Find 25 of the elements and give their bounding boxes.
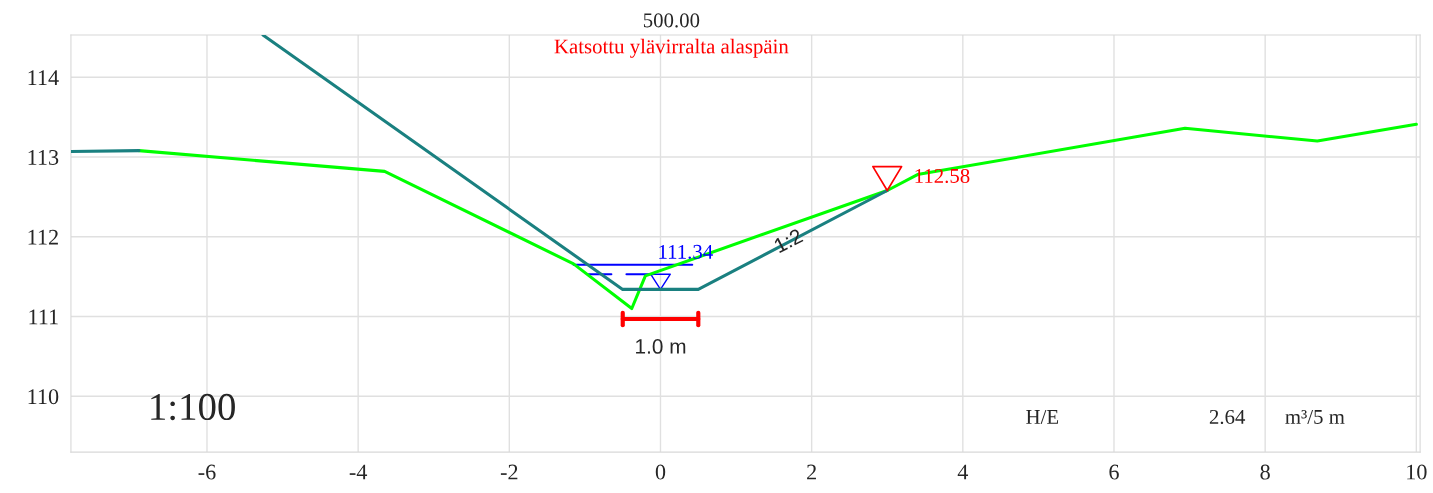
annotation: H/E (1026, 409, 1059, 424)
x-tick-label: 6 (1109, 464, 1119, 480)
y-tick-label: 110 (28, 389, 59, 405)
x-tick-label: -6 (198, 464, 216, 480)
chart-subtitle: Katsottu ylävirralta alaspäin (554, 38, 789, 58)
x-tick-label: 10 (1407, 464, 1427, 480)
y-tick-label: 111 (29, 309, 58, 325)
y-tick-label: 114 (28, 70, 59, 85)
annotation: 1:100 (151, 393, 235, 421)
line-series (137, 122, 1418, 311)
x-tick-label: -2 (500, 464, 518, 480)
x-tick-label: 0 (655, 464, 666, 480)
annotation: m³/5 m (1285, 409, 1345, 424)
chart-title: 500.00 (643, 13, 700, 28)
annotation: 1:2 (773, 228, 804, 253)
annotation: 1.0 m (636, 339, 686, 354)
annotation: 112.58 (915, 168, 970, 184)
annotation: 2.64 (1209, 409, 1246, 425)
x-tick-label: 4 (957, 464, 969, 480)
y-tick-label: 113 (28, 150, 59, 165)
x-tick-label: 8 (1260, 464, 1270, 480)
x-tick-label: -4 (349, 464, 368, 480)
x-tick-label: 2 (807, 464, 816, 480)
annotation: 111.34 (659, 244, 713, 259)
y-tick-label: 112 (28, 229, 58, 245)
